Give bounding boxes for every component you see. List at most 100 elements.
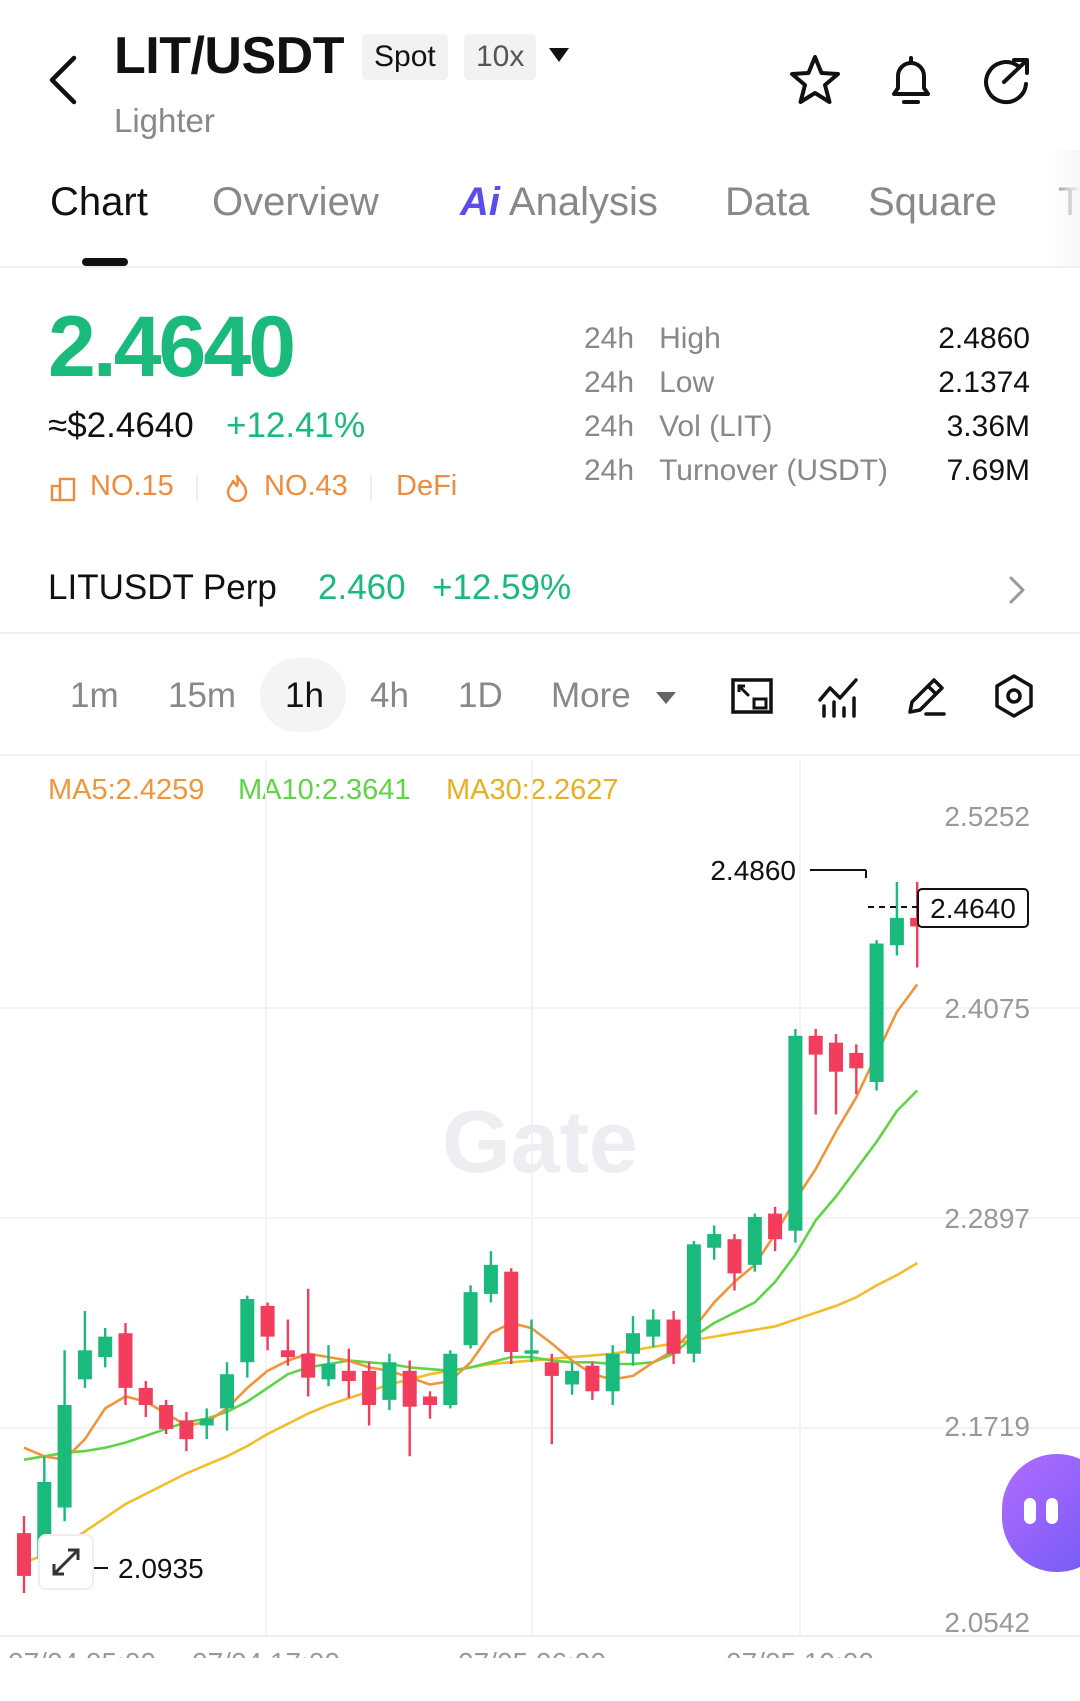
chart-zoom-button[interactable] bbox=[38, 1534, 94, 1590]
fullscreen-icon[interactable] bbox=[728, 672, 776, 720]
ma5-line bbox=[23, 983, 919, 1461]
candle bbox=[727, 1234, 742, 1291]
y-tick-label: 2.4075 bbox=[944, 993, 1030, 1024]
draw-pen-icon[interactable] bbox=[902, 672, 950, 720]
candle-body bbox=[646, 1319, 661, 1337]
watermark-logo: Gate bbox=[442, 1092, 638, 1191]
interval-more[interactable]: More bbox=[551, 676, 631, 715]
tab-data[interactable]: Data bbox=[725, 180, 810, 224]
perp-row[interactable] bbox=[0, 552, 1080, 634]
candle bbox=[707, 1225, 722, 1260]
stat-vol-value: 3.36M bbox=[946, 410, 1030, 443]
market-type-badge: Spot bbox=[362, 34, 448, 80]
candle bbox=[57, 1350, 72, 1522]
stat-low-label: 24h Low bbox=[584, 366, 715, 399]
ai-icon: Ai bbox=[460, 180, 500, 224]
candle-body bbox=[199, 1418, 214, 1426]
candle bbox=[301, 1288, 316, 1397]
bell-icon[interactable] bbox=[882, 52, 940, 110]
tab-square[interactable]: Square bbox=[868, 180, 997, 224]
y-tick-label: 2.2897 bbox=[944, 1203, 1030, 1234]
candle-body bbox=[524, 1350, 539, 1354]
candle-body bbox=[423, 1396, 437, 1405]
interval-15m[interactable]: 15m bbox=[168, 676, 237, 715]
candle bbox=[747, 1213, 762, 1272]
interval-1m[interactable]: 1m bbox=[70, 676, 119, 715]
star-icon[interactable] bbox=[786, 52, 844, 110]
interval-1d[interactable]: 1D bbox=[458, 676, 503, 715]
hot-rank-badge[interactable]: NO.43 bbox=[264, 470, 348, 502]
x-tick-label: 07/05 06:00 bbox=[458, 1647, 606, 1658]
leverage-badge: 10x bbox=[464, 34, 537, 80]
pair-dropdown-icon[interactable] bbox=[549, 48, 569, 62]
candle-body bbox=[869, 943, 884, 1082]
candle-body bbox=[57, 1404, 72, 1508]
settings-icon[interactable] bbox=[990, 672, 1038, 720]
candle-body bbox=[260, 1305, 275, 1337]
tab-scroll-fade bbox=[1050, 150, 1080, 266]
candle-body bbox=[626, 1333, 640, 1354]
interval-1h[interactable]: 1h bbox=[285, 676, 324, 715]
candle bbox=[524, 1319, 539, 1363]
x-tick-label: 07/04 05:00 bbox=[8, 1647, 156, 1658]
perp-price: 2.460 bbox=[318, 568, 406, 607]
candle bbox=[504, 1268, 519, 1364]
flame-icon bbox=[226, 474, 248, 502]
candlestick-chart[interactable]: Gate 2.5252 2.4075 2.2897 2.1719 2.0542 07/0… bbox=[0, 758, 1080, 1658]
assistant-bubble[interactable] bbox=[1002, 1454, 1080, 1572]
candle-body bbox=[686, 1244, 701, 1354]
candle bbox=[118, 1322, 133, 1405]
last-price-label: 2.4640 bbox=[930, 893, 1016, 924]
rank-badge[interactable]: NO.15 bbox=[90, 470, 174, 502]
tab-overview[interactable]: Overview bbox=[212, 180, 379, 224]
candle bbox=[240, 1295, 255, 1378]
candle-body bbox=[402, 1370, 417, 1407]
candle bbox=[463, 1285, 478, 1349]
candle bbox=[565, 1362, 580, 1395]
candle-body bbox=[849, 1052, 864, 1069]
x-tick-label: 07/04 17:00 bbox=[192, 1647, 340, 1658]
back-icon[interactable] bbox=[44, 52, 84, 108]
perp-name: LITUSDT Perp bbox=[48, 568, 277, 607]
candle bbox=[362, 1362, 377, 1426]
candle bbox=[849, 1044, 864, 1094]
y-axis-ticks: 2.5252 2.4075 2.2897 2.1719 2.0542 bbox=[944, 801, 1030, 1638]
stat-high-label: 24h High bbox=[584, 322, 721, 355]
candle-body bbox=[727, 1239, 742, 1274]
candle-body bbox=[483, 1264, 498, 1294]
candle bbox=[220, 1362, 234, 1431]
tab-analysis[interactable]: Ai Analysis bbox=[460, 180, 658, 224]
candle bbox=[199, 1408, 214, 1440]
candles bbox=[17, 881, 925, 1593]
interval-4h[interactable]: 4h bbox=[370, 676, 409, 715]
candle bbox=[159, 1399, 174, 1435]
badge-divider bbox=[196, 474, 198, 502]
candle-body bbox=[17, 1533, 31, 1576]
tab-chart[interactable]: Chart bbox=[50, 180, 148, 224]
candle-body bbox=[768, 1213, 783, 1240]
candle bbox=[280, 1319, 295, 1366]
candle bbox=[585, 1362, 600, 1400]
candle bbox=[829, 1034, 843, 1115]
indicators-icon[interactable] bbox=[816, 672, 864, 720]
candle-body bbox=[666, 1319, 681, 1354]
candle-body bbox=[504, 1271, 519, 1353]
candle-body bbox=[179, 1420, 194, 1440]
x-tick-label: 07/05 19:00 bbox=[726, 1647, 874, 1658]
ma5-legend: MA5:2.4259 bbox=[48, 774, 205, 806]
assistant-eye-right bbox=[1046, 1498, 1058, 1524]
last-price: 2.4640 bbox=[48, 299, 296, 395]
candle-body bbox=[77, 1350, 92, 1380]
candle bbox=[483, 1251, 498, 1303]
interval-bar: 1m 15m 1h 4h 1D More bbox=[0, 636, 1080, 756]
candle bbox=[686, 1240, 701, 1363]
badge-divider bbox=[370, 474, 372, 502]
candle bbox=[77, 1310, 92, 1388]
share-icon[interactable] bbox=[978, 52, 1036, 110]
chevron-right-icon[interactable] bbox=[1006, 574, 1028, 606]
candle-body bbox=[341, 1370, 356, 1382]
y-tick-label: 2.5252 bbox=[944, 801, 1030, 832]
more-dropdown-icon[interactable] bbox=[656, 692, 676, 704]
y-tick-label: 2.1719 bbox=[944, 1411, 1030, 1442]
sector-badge[interactable]: DeFi bbox=[396, 470, 458, 502]
